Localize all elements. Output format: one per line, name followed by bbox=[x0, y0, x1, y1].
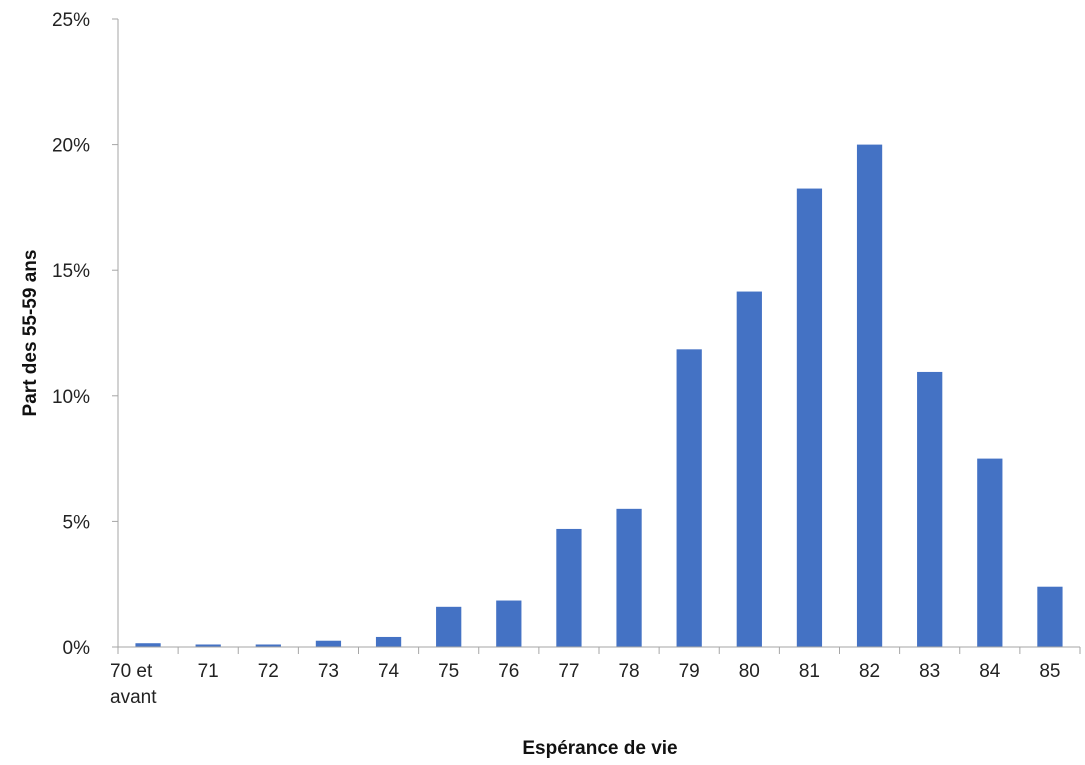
x-tick-label: 76 bbox=[498, 661, 519, 682]
x-tick-label: 77 bbox=[558, 661, 579, 682]
x-tick-label: 81 bbox=[799, 661, 820, 682]
y-tick-label: 10% bbox=[52, 387, 90, 408]
x-tick-label: 75 bbox=[438, 661, 459, 682]
bar-82 bbox=[856, 144, 883, 647]
y-tick-label: 25% bbox=[52, 10, 90, 31]
y-tick-label: 0% bbox=[63, 638, 91, 659]
x-tick-label: 79 bbox=[679, 661, 700, 682]
bar-70-et-avant bbox=[135, 643, 161, 647]
y-tick-label: 5% bbox=[63, 512, 91, 533]
x-tick-label: 70 et avant bbox=[110, 661, 157, 708]
bar-81 bbox=[796, 188, 823, 647]
bars-group bbox=[135, 144, 1063, 647]
bar-83 bbox=[917, 371, 943, 647]
x-tick-label: 74 bbox=[378, 661, 400, 682]
x-tick-label: 71 bbox=[198, 661, 219, 682]
x-tick-label: 80 bbox=[739, 661, 760, 682]
y-axis-title: Part des 55-59 ans bbox=[20, 250, 41, 417]
bar-80 bbox=[736, 291, 762, 647]
bar-73 bbox=[315, 640, 342, 647]
x-tick-label: 82 bbox=[859, 661, 880, 682]
y-ticks-group: 0% 5% 10% 15% 20% 25% bbox=[52, 10, 118, 659]
bar-85 bbox=[1037, 586, 1063, 647]
bar-77 bbox=[556, 528, 582, 647]
x-tick-label: 72 bbox=[258, 661, 279, 682]
bar-74 bbox=[375, 636, 402, 647]
x-tick-label: 73 bbox=[318, 661, 339, 682]
y-tick-label: 15% bbox=[52, 261, 90, 282]
bar-72 bbox=[255, 644, 281, 647]
bar-79 bbox=[676, 349, 702, 647]
x-tick-label: 84 bbox=[979, 661, 1001, 682]
x-tick-label: 85 bbox=[1039, 661, 1060, 682]
bar-71 bbox=[195, 644, 221, 647]
bar-75 bbox=[436, 606, 462, 647]
x-tick-label: 83 bbox=[919, 661, 940, 682]
x-ticks-group: 70 et avant 71 72 73 74 75 76 77 78 79 80 81 82 83 84 85 bbox=[110, 647, 1081, 708]
x-axis-title: Espérance de vie bbox=[522, 738, 677, 759]
bar-78 bbox=[616, 508, 642, 647]
x-tick-label: 78 bbox=[618, 661, 639, 682]
bar-76 bbox=[496, 600, 522, 647]
bar-84 bbox=[977, 458, 1003, 647]
y-tick-label: 20% bbox=[52, 136, 90, 157]
